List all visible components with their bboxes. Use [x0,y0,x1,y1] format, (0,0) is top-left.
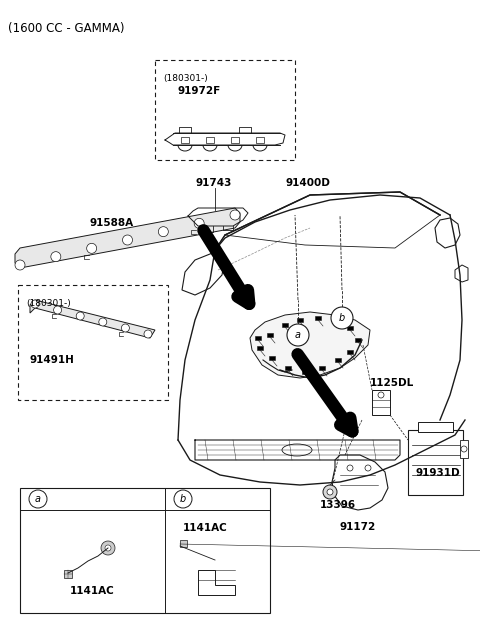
Text: 91972F: 91972F [177,86,220,96]
Circle shape [461,446,467,452]
Text: 1125DL: 1125DL [370,378,414,388]
Circle shape [365,465,371,471]
Text: a: a [35,494,41,504]
Circle shape [347,465,353,471]
Circle shape [174,490,192,508]
Text: 91491H: 91491H [30,355,75,365]
Circle shape [323,485,337,499]
Bar [267,333,273,337]
Bar [302,370,308,374]
Bar [256,137,264,143]
Text: 91931D: 91931D [415,468,460,478]
Circle shape [15,260,25,270]
Circle shape [194,219,204,228]
Text: b: b [180,494,186,504]
Bar [372,390,390,415]
Circle shape [29,490,47,508]
Circle shape [144,330,152,338]
Text: (1600 CC - GAMMA): (1600 CC - GAMMA) [8,22,124,35]
Bar [408,430,463,495]
Bar [180,540,187,547]
Bar [20,488,270,613]
Circle shape [76,312,84,320]
Text: 1141AC: 1141AC [70,586,114,596]
Bar [297,318,303,322]
Circle shape [378,392,384,398]
Bar [155,60,295,160]
Circle shape [54,306,61,314]
Polygon shape [332,455,388,510]
Polygon shape [435,218,460,248]
Bar [355,338,361,342]
Text: 91588A: 91588A [90,218,134,228]
Text: 1141AC: 1141AC [183,523,228,533]
Bar [181,137,189,143]
Bar [335,358,341,362]
Circle shape [87,243,96,253]
Bar [285,366,291,370]
Bar [418,422,453,432]
Bar [231,137,239,143]
Bar [257,346,263,350]
Polygon shape [182,252,225,295]
Text: b: b [339,313,345,323]
Bar [319,366,325,370]
Polygon shape [198,570,235,595]
Text: 91172: 91172 [340,522,376,532]
Polygon shape [455,265,468,282]
Bar [347,326,353,330]
Bar [18,285,168,400]
Bar [206,137,214,143]
Text: (180301-): (180301-) [26,299,71,308]
Polygon shape [30,300,155,338]
Circle shape [31,300,39,308]
Circle shape [158,227,168,237]
Text: 13396: 13396 [320,500,356,510]
Circle shape [122,235,132,245]
Text: 91400D: 91400D [285,178,330,188]
Bar [460,440,468,458]
Bar [64,570,72,578]
Bar [255,336,261,340]
Circle shape [331,307,353,329]
Polygon shape [15,208,240,268]
Ellipse shape [282,444,312,456]
Bar [269,356,275,360]
Bar [282,323,288,327]
Circle shape [51,251,61,261]
Text: a: a [295,330,301,340]
Circle shape [121,324,130,332]
Text: 91743: 91743 [195,178,231,188]
Circle shape [99,318,107,326]
Bar [315,316,321,320]
Circle shape [287,324,309,346]
Text: (180301-): (180301-) [163,74,208,83]
Bar [332,318,338,322]
Circle shape [101,541,115,555]
Circle shape [230,210,240,220]
Bar [347,350,353,354]
Circle shape [105,545,111,551]
Polygon shape [250,312,370,378]
Circle shape [327,489,333,495]
